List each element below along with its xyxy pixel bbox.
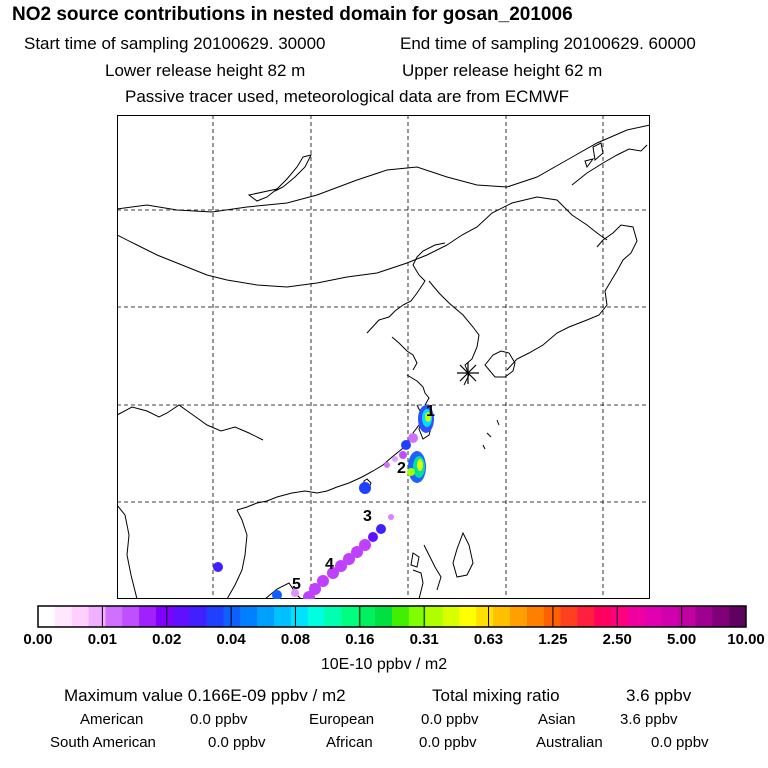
colorbar-swatch: [577, 606, 595, 627]
colorbar-swatch: [459, 606, 477, 627]
colorbar-swatch: [493, 606, 511, 627]
total-mixing-value: 3.6 ppbv: [626, 686, 692, 705]
colorbar-swatch: [611, 606, 629, 627]
colorbar-swatch: [206, 606, 224, 627]
colorbar-swatch: [257, 606, 275, 627]
colorbar-swatch: [223, 606, 241, 627]
colorbar-swatch: [560, 606, 578, 627]
colorbar-tick-label: 1.25: [538, 631, 568, 648]
colorbar-swatch: [543, 606, 562, 627]
colorbar-swatch: [510, 606, 528, 627]
start-time-label: Start time of sampling 20100629. 30000: [24, 34, 326, 53]
region-value-american: 0.0 ppbv: [190, 711, 248, 728]
region-name-european: European: [309, 711, 375, 728]
colorbar-swatch: [172, 606, 191, 627]
colorbar-tick-label: 10.00: [727, 631, 765, 648]
colorbar-swatch: [408, 606, 427, 627]
graticule: [117, 115, 650, 599]
colorbar-swatch: [156, 606, 174, 627]
receptor-marker: [457, 362, 479, 384]
colorbar-swatch: [628, 606, 646, 627]
tracer-note: Passive tracer used, meteorological data…: [125, 87, 570, 106]
colorbar-swatch: [594, 606, 612, 627]
colorbar-tick-label: 0.08: [280, 631, 311, 648]
source-label-4: 4: [325, 556, 334, 573]
colorbar-swatch: [324, 606, 342, 627]
colorbar-tick-label: 0.63: [473, 631, 504, 648]
plume-1: [392, 405, 434, 462]
colorbar-swatch: [392, 606, 410, 627]
colorbar-swatch: [678, 606, 696, 627]
region-name-south-american: South American: [50, 734, 156, 751]
map-frame: [117, 115, 650, 599]
region-name-african: African: [326, 734, 373, 751]
colorbar-tick-label: 0.16: [345, 631, 375, 648]
plume-3-4: [213, 514, 394, 599]
colorbar-frame: [37, 605, 747, 628]
region-value-african: 0.0 ppbv: [419, 734, 477, 751]
coastlines: [117, 124, 650, 599]
colorbar-tick-label: 0.02: [152, 631, 182, 648]
region-name-american: American: [80, 711, 144, 728]
colorbar-swatch: [476, 606, 494, 627]
region-name-australian: Australian: [536, 734, 603, 751]
colorbar-swatch: [290, 606, 309, 627]
colorbar-swatch: [105, 606, 123, 627]
colorbar-swatch: [122, 606, 140, 627]
upper-release-label: Upper release height 62 m: [402, 61, 603, 80]
colorbar: [37, 605, 747, 628]
region-value-asian: 3.6 ppbv: [620, 711, 678, 728]
colorbar-swatch: [526, 606, 545, 627]
colorbar-swatch: [695, 606, 713, 627]
region-value-european: 0.0 ppbv: [421, 711, 479, 728]
lower-release-label: Lower release height 82 m: [105, 61, 306, 80]
colorbar-tick-label: 0.00: [23, 631, 53, 648]
colorbar-swatch: [729, 606, 747, 627]
colorbar-swatch: [54, 606, 73, 627]
colorbar-swatch: [425, 606, 444, 627]
colorbar-swatch: [189, 606, 208, 627]
source-label-5: 5: [292, 576, 301, 593]
max-value-label: Maximum value 0.166E-09 ppbv / m2: [64, 686, 346, 705]
region-name-asian: Asian: [538, 711, 576, 728]
colorbar-swatch: [661, 606, 680, 627]
colorbar-swatch: [307, 606, 326, 627]
region-value-australian: 0.0 ppbv: [651, 734, 709, 751]
region-value-south-american: 0.0 ppbv: [208, 734, 266, 751]
colorbar-tick-label: 0.01: [87, 631, 117, 648]
colorbar-swatch: [88, 606, 106, 627]
colorbar-tick-label: 5.00: [667, 631, 697, 648]
colorbar-swatch: [139, 606, 157, 627]
total-mixing-label: Total mixing ratio: [432, 686, 560, 705]
colorbar-swatch: [341, 606, 359, 627]
plume-misc: [359, 462, 390, 494]
colorbar-units: 10E-10 ppbv / m2: [320, 656, 448, 673]
source-label-3: 3: [363, 508, 372, 525]
colorbar-tick-label: 2.50: [602, 631, 632, 648]
colorbar-swatch: [644, 606, 663, 627]
colorbar-swatch: [358, 606, 376, 627]
source-label-2: 2: [397, 460, 406, 477]
colorbar-swatch: [712, 606, 730, 627]
source-label-1: 1: [426, 403, 435, 420]
page-title: NO2 source contributions in nested domai…: [12, 4, 573, 25]
colorbar-swatch: [442, 606, 460, 627]
end-time-label: End time of sampling 20100629. 60000: [400, 34, 696, 53]
colorbar-tick-label: 0.04: [216, 631, 246, 648]
colorbar-swatch: [71, 606, 90, 627]
colorbar-swatch: [375, 606, 393, 627]
map-panel: 1 2 3 4 5: [117, 115, 650, 599]
colorbar-swatch: [274, 606, 292, 627]
colorbar-swatch: [38, 606, 56, 627]
colorbar-tick-label: 0.31: [409, 631, 439, 648]
plume-2: [407, 451, 426, 483]
colorbar-swatch: [240, 606, 258, 627]
